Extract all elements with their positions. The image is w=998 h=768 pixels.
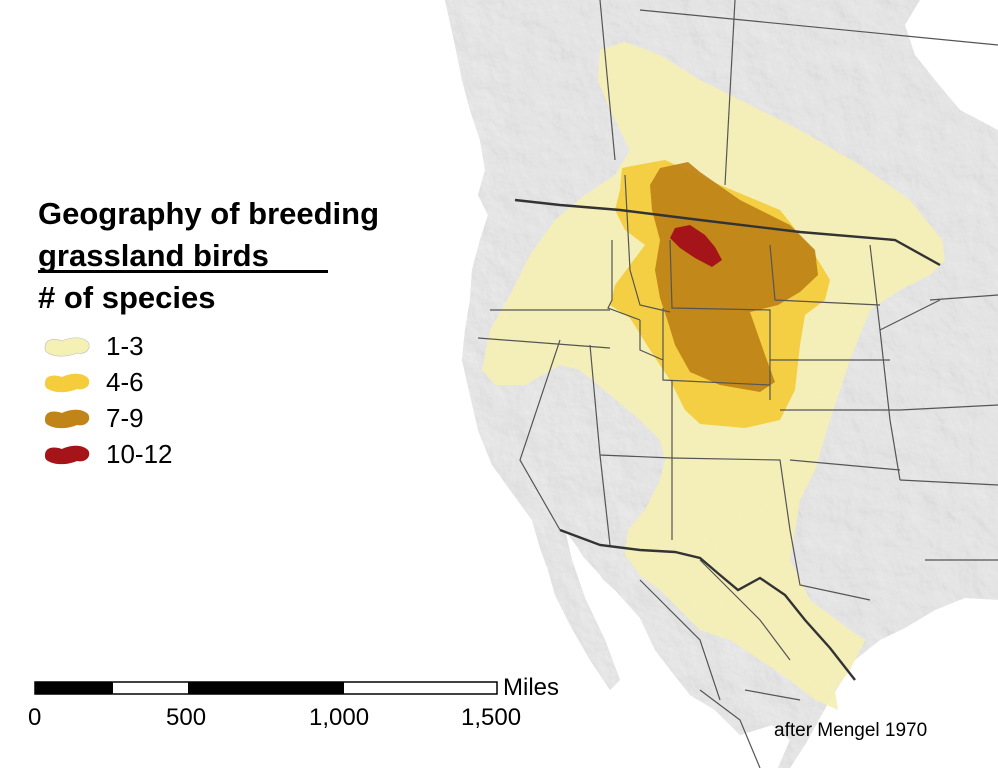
legend-swatch-blob-icon	[45, 409, 90, 429]
legend-item: 7-9	[42, 402, 144, 434]
us-mexico-border	[559, 528, 856, 681]
map-title-line-1: Geography of breeding	[38, 196, 380, 231]
scale-tick-label: 1,000	[309, 704, 370, 731]
scale-bar-segment	[188, 682, 344, 694]
source-credit: after Mengel 1970	[774, 720, 928, 741]
scale-tick-label: 500	[166, 704, 207, 731]
legend-item: 1-3	[42, 330, 144, 362]
legend-swatch-blob-icon	[45, 445, 90, 465]
map-title-line-2: grassland birds	[38, 238, 269, 273]
international-borders	[514, 198, 941, 681]
scale-bar-unit: Miles	[503, 674, 560, 701]
gulf-of-california	[575, 548, 652, 690]
legend-label: 4-6	[106, 366, 144, 397]
legend-heading: # of species	[38, 280, 216, 315]
gulf-of-mexico	[790, 598, 998, 768]
legend-label: 7-9	[106, 402, 144, 433]
title-underline	[38, 270, 328, 273]
us-canada-border	[514, 198, 941, 267]
scale-tick-label: 1,500	[461, 704, 522, 731]
political-borders	[477, 0, 998, 768]
legend-label: 1-3	[106, 330, 144, 361]
legend-label: 10-12	[106, 438, 173, 469]
scale-bar-segment	[35, 682, 113, 694]
legend-swatch-blob-icon	[44, 337, 90, 357]
scale-tick-label: 0	[28, 704, 42, 731]
legend-swatch-blob-icon	[45, 373, 90, 393]
hudson-bay	[905, 0, 998, 130]
legend-item: 4-6	[42, 366, 144, 398]
zone-10-12	[670, 225, 722, 267]
legend-item: 10-12	[42, 438, 173, 470]
